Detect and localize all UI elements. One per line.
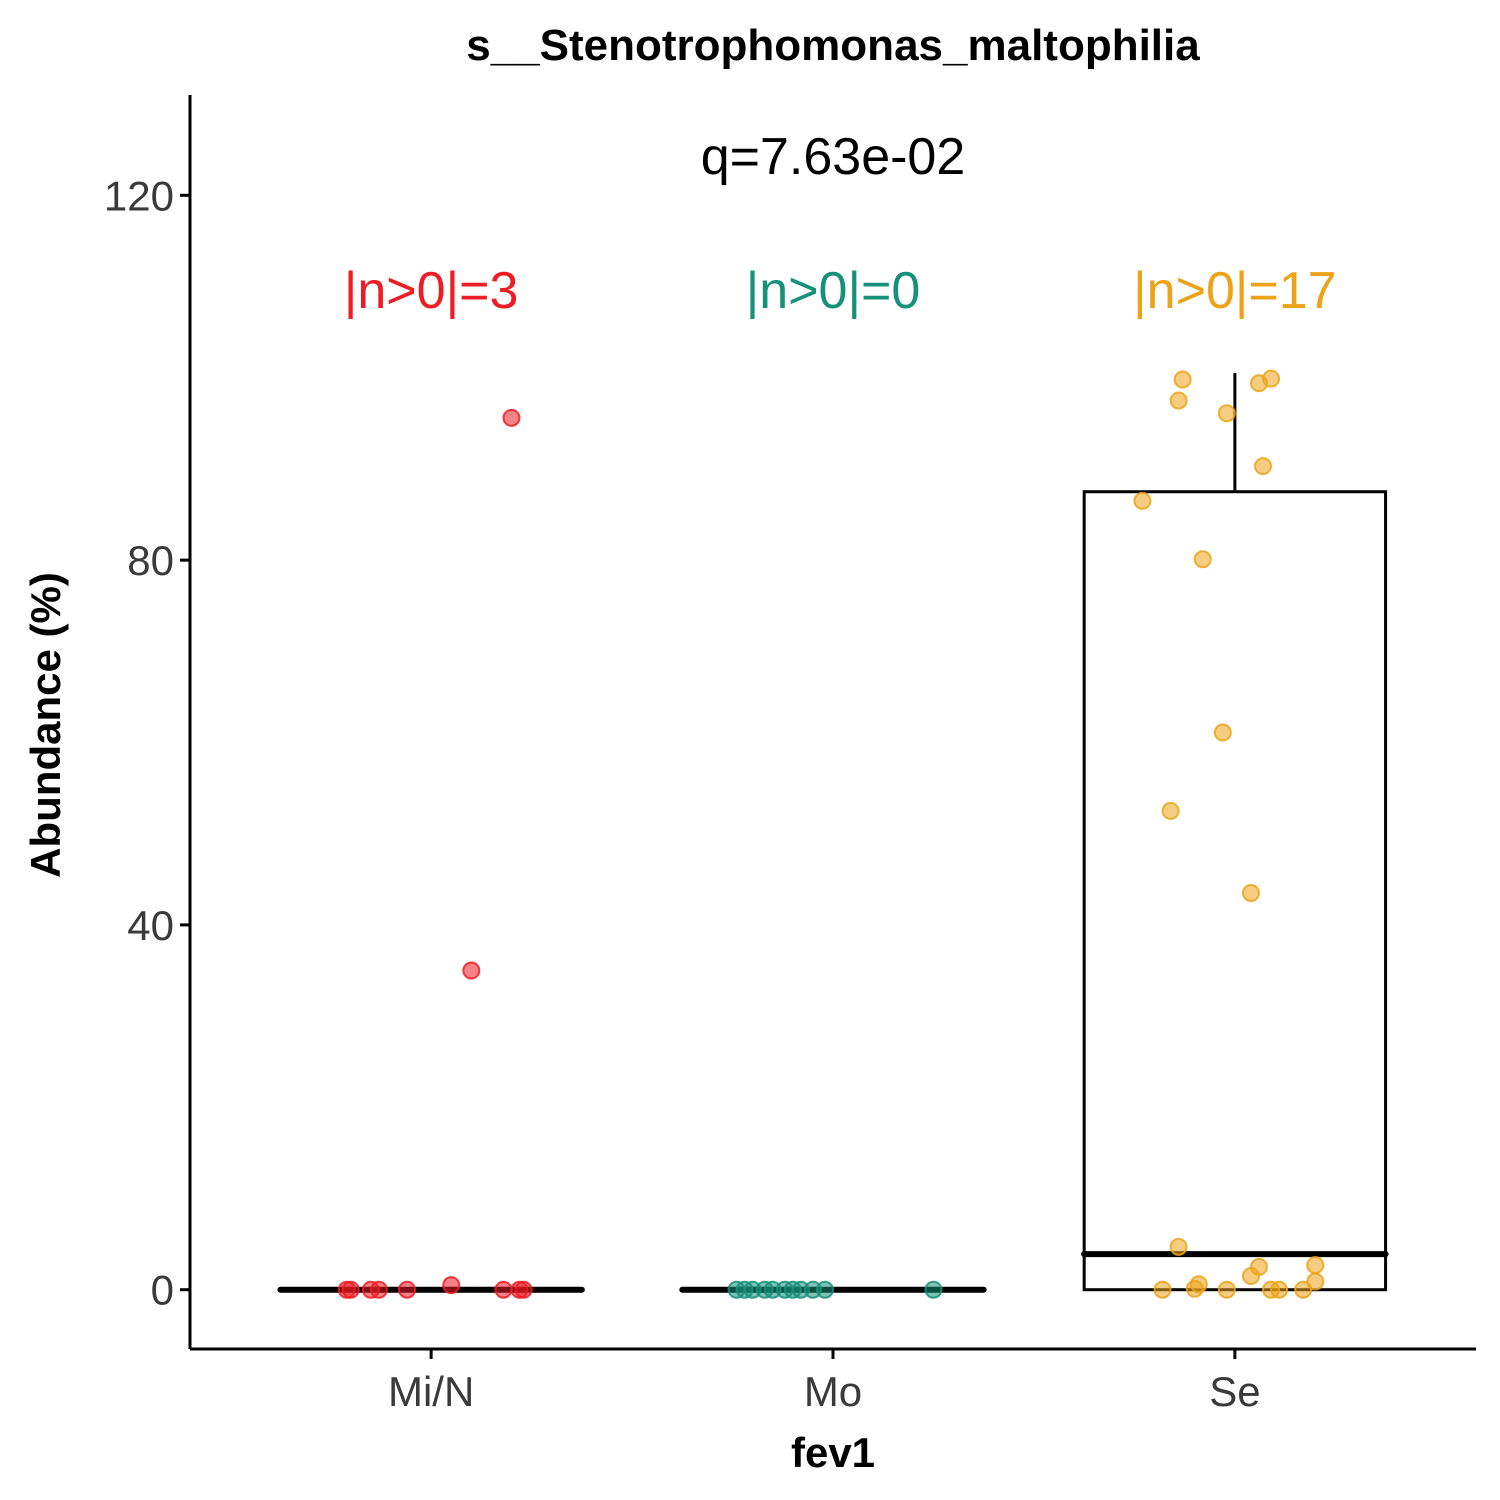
box-layer [277, 373, 1389, 1293]
count-label-mo: |n>0|=0 [746, 262, 921, 320]
data-point-se [1133, 491, 1152, 510]
data-point-se [1270, 1280, 1289, 1299]
q-value-annotation: q=7.63e-02 [701, 128, 966, 186]
y-tick-label: 0 [151, 1267, 174, 1314]
data-point-mi-n [514, 1280, 533, 1299]
data-point-se [1153, 1280, 1172, 1299]
data-point-mi-n [494, 1280, 513, 1299]
data-point-mi-n [442, 1276, 461, 1295]
data-point-se [1254, 457, 1273, 476]
y-tick-label: 40 [127, 902, 174, 949]
count-labels: |n>0|=3 |n>0|=0 |n>0|=17 [344, 262, 1337, 320]
x-axis-label: fev1 [791, 1429, 875, 1476]
data-point-se [1169, 391, 1188, 410]
data-point-se [1189, 1275, 1208, 1294]
data-point-se [1213, 723, 1232, 742]
data-point-mo [924, 1280, 943, 1299]
box-body [1082, 490, 1388, 1292]
data-point-se [1241, 884, 1260, 902]
data-point-se [1173, 370, 1192, 389]
data-point-se [1294, 1280, 1313, 1299]
data-point-mi-n [462, 961, 481, 980]
y-axis-ticks: 0 40 80 120 [104, 172, 190, 1314]
data-point-mi-n [369, 1280, 388, 1299]
count-label-mi-n: |n>0|=3 [344, 262, 519, 320]
x-tick-label-mo: Mo [804, 1368, 862, 1415]
count-label-se: |n>0|=17 [1133, 262, 1336, 320]
x-axis-ticks: Mi/N Mo Se [388, 1349, 1261, 1415]
data-point-se [1306, 1272, 1325, 1291]
data-point-se [1306, 1256, 1325, 1275]
y-tick-label: 80 [127, 537, 174, 584]
y-axis-label: Abundance (%) [22, 572, 69, 878]
x-tick-label-se: Se [1209, 1368, 1260, 1415]
data-point-mo [815, 1280, 834, 1299]
x-tick-label-mi-n: Mi/N [388, 1368, 474, 1415]
box-se [1081, 373, 1389, 1292]
y-tick-label: 120 [104, 172, 174, 219]
data-point-se [1161, 801, 1180, 820]
data-point-mi-n [398, 1280, 417, 1299]
data-point-se [1217, 1280, 1236, 1299]
data-point-mi-n [337, 1280, 356, 1299]
data-point-se [1193, 550, 1212, 569]
points-layer [337, 369, 1325, 1299]
data-point-se [1217, 404, 1236, 423]
data-point-mi-n [502, 408, 521, 427]
data-point-se [1262, 369, 1281, 388]
chart-title: s__Stenotrophomonas_maltophilia [466, 21, 1200, 70]
data-point-se [1169, 1237, 1188, 1256]
data-point-se [1249, 1257, 1268, 1276]
